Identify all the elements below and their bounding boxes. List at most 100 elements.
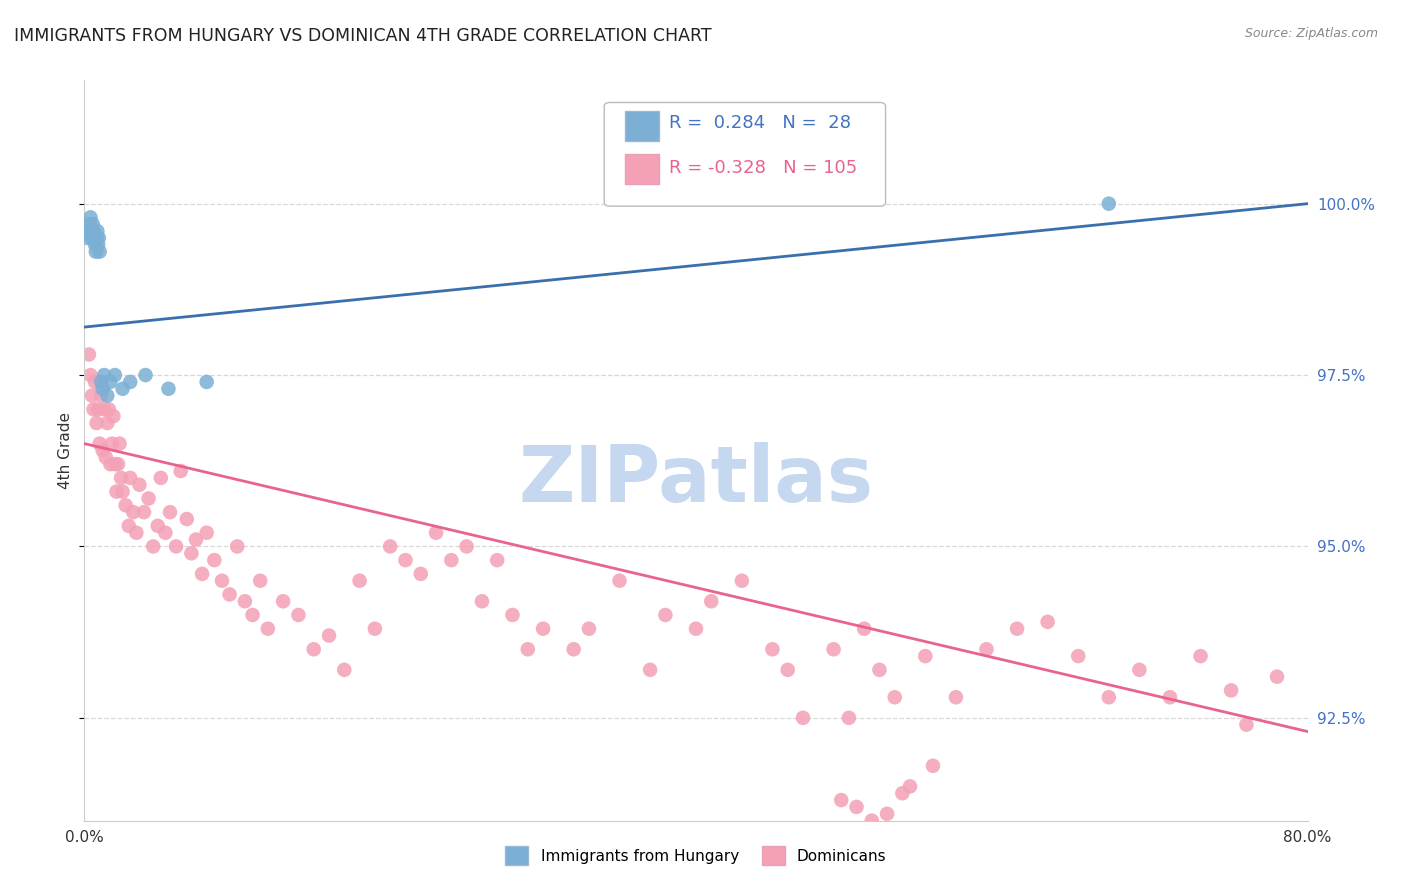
Point <box>90 389 112 403</box>
Point <box>891 786 914 800</box>
Text: ZIPatlas: ZIPatlas <box>519 442 873 518</box>
Point <box>76 231 98 245</box>
Point <box>380 540 402 554</box>
Point <box>761 642 783 657</box>
Point <box>157 382 180 396</box>
Point <box>91 443 114 458</box>
Point <box>486 553 509 567</box>
Point <box>110 471 132 485</box>
Point <box>84 375 107 389</box>
Point <box>869 663 891 677</box>
Point <box>914 649 936 664</box>
Point <box>77 224 100 238</box>
Point <box>120 471 142 485</box>
Point <box>876 806 898 821</box>
Point <box>1067 649 1090 664</box>
Point <box>860 814 883 828</box>
Point <box>159 505 181 519</box>
Point <box>83 224 105 238</box>
Point <box>128 477 150 491</box>
Point <box>233 594 256 608</box>
Point <box>823 642 845 657</box>
Point <box>146 519 169 533</box>
Point <box>104 368 127 382</box>
Point <box>195 375 218 389</box>
Point <box>86 224 108 238</box>
Point <box>111 382 134 396</box>
Point <box>87 237 110 252</box>
Point <box>471 594 494 608</box>
Point <box>287 607 309 622</box>
Point <box>165 540 187 554</box>
Point <box>79 217 101 231</box>
Point <box>96 416 118 430</box>
Point <box>111 484 134 499</box>
Point <box>349 574 371 588</box>
Point <box>84 237 107 252</box>
Point <box>142 540 165 554</box>
Point <box>122 505 145 519</box>
Point <box>107 457 129 471</box>
Point <box>149 471 172 485</box>
Point <box>409 566 432 581</box>
Legend: Immigrants from Hungary, Dominicans: Immigrants from Hungary, Dominicans <box>505 847 887 865</box>
Y-axis label: 4th Grade: 4th Grade <box>58 412 73 489</box>
Point <box>170 464 193 478</box>
Text: IMMIGRANTS FROM HUNGARY VS DOMINICAN 4TH GRADE CORRELATION CHART: IMMIGRANTS FROM HUNGARY VS DOMINICAN 4TH… <box>14 27 711 45</box>
Point <box>1098 690 1121 705</box>
Point <box>333 663 356 677</box>
Point <box>776 663 799 677</box>
Point <box>638 663 661 677</box>
Point <box>578 622 600 636</box>
Point <box>1128 663 1150 677</box>
Point <box>685 622 707 636</box>
Point <box>1189 649 1212 664</box>
Point <box>1159 690 1181 705</box>
Point <box>211 574 233 588</box>
Point <box>155 525 177 540</box>
Point <box>700 594 723 608</box>
Bar <box>626 154 659 184</box>
Point <box>456 540 478 554</box>
Point <box>91 382 114 396</box>
Point <box>218 587 240 601</box>
Point <box>96 389 118 403</box>
Point <box>83 402 105 417</box>
Point <box>138 491 160 506</box>
Point <box>883 690 905 705</box>
Point <box>1220 683 1243 698</box>
Point <box>440 553 463 567</box>
Point <box>82 217 104 231</box>
Point <box>93 402 115 417</box>
Point <box>80 231 103 245</box>
Point <box>425 525 447 540</box>
Point <box>976 642 998 657</box>
Point <box>845 800 868 814</box>
Point <box>101 436 124 450</box>
Point <box>103 409 125 424</box>
Point <box>105 484 128 499</box>
Point <box>1236 717 1258 731</box>
Point <box>83 231 105 245</box>
Point <box>257 622 280 636</box>
Point <box>104 457 127 471</box>
Point <box>84 244 107 259</box>
Point <box>271 594 294 608</box>
Point <box>98 375 121 389</box>
Point <box>108 436 131 450</box>
Point <box>562 642 585 657</box>
Point <box>80 389 103 403</box>
Point <box>945 690 967 705</box>
Bar <box>626 112 659 141</box>
Point <box>609 574 631 588</box>
Point <box>118 519 141 533</box>
Point <box>89 244 111 259</box>
Point <box>120 375 142 389</box>
Point <box>838 711 860 725</box>
Point <box>516 642 538 657</box>
Point <box>731 574 754 588</box>
Point <box>93 368 115 382</box>
Point <box>89 436 111 450</box>
Point <box>364 622 387 636</box>
Point <box>531 622 554 636</box>
